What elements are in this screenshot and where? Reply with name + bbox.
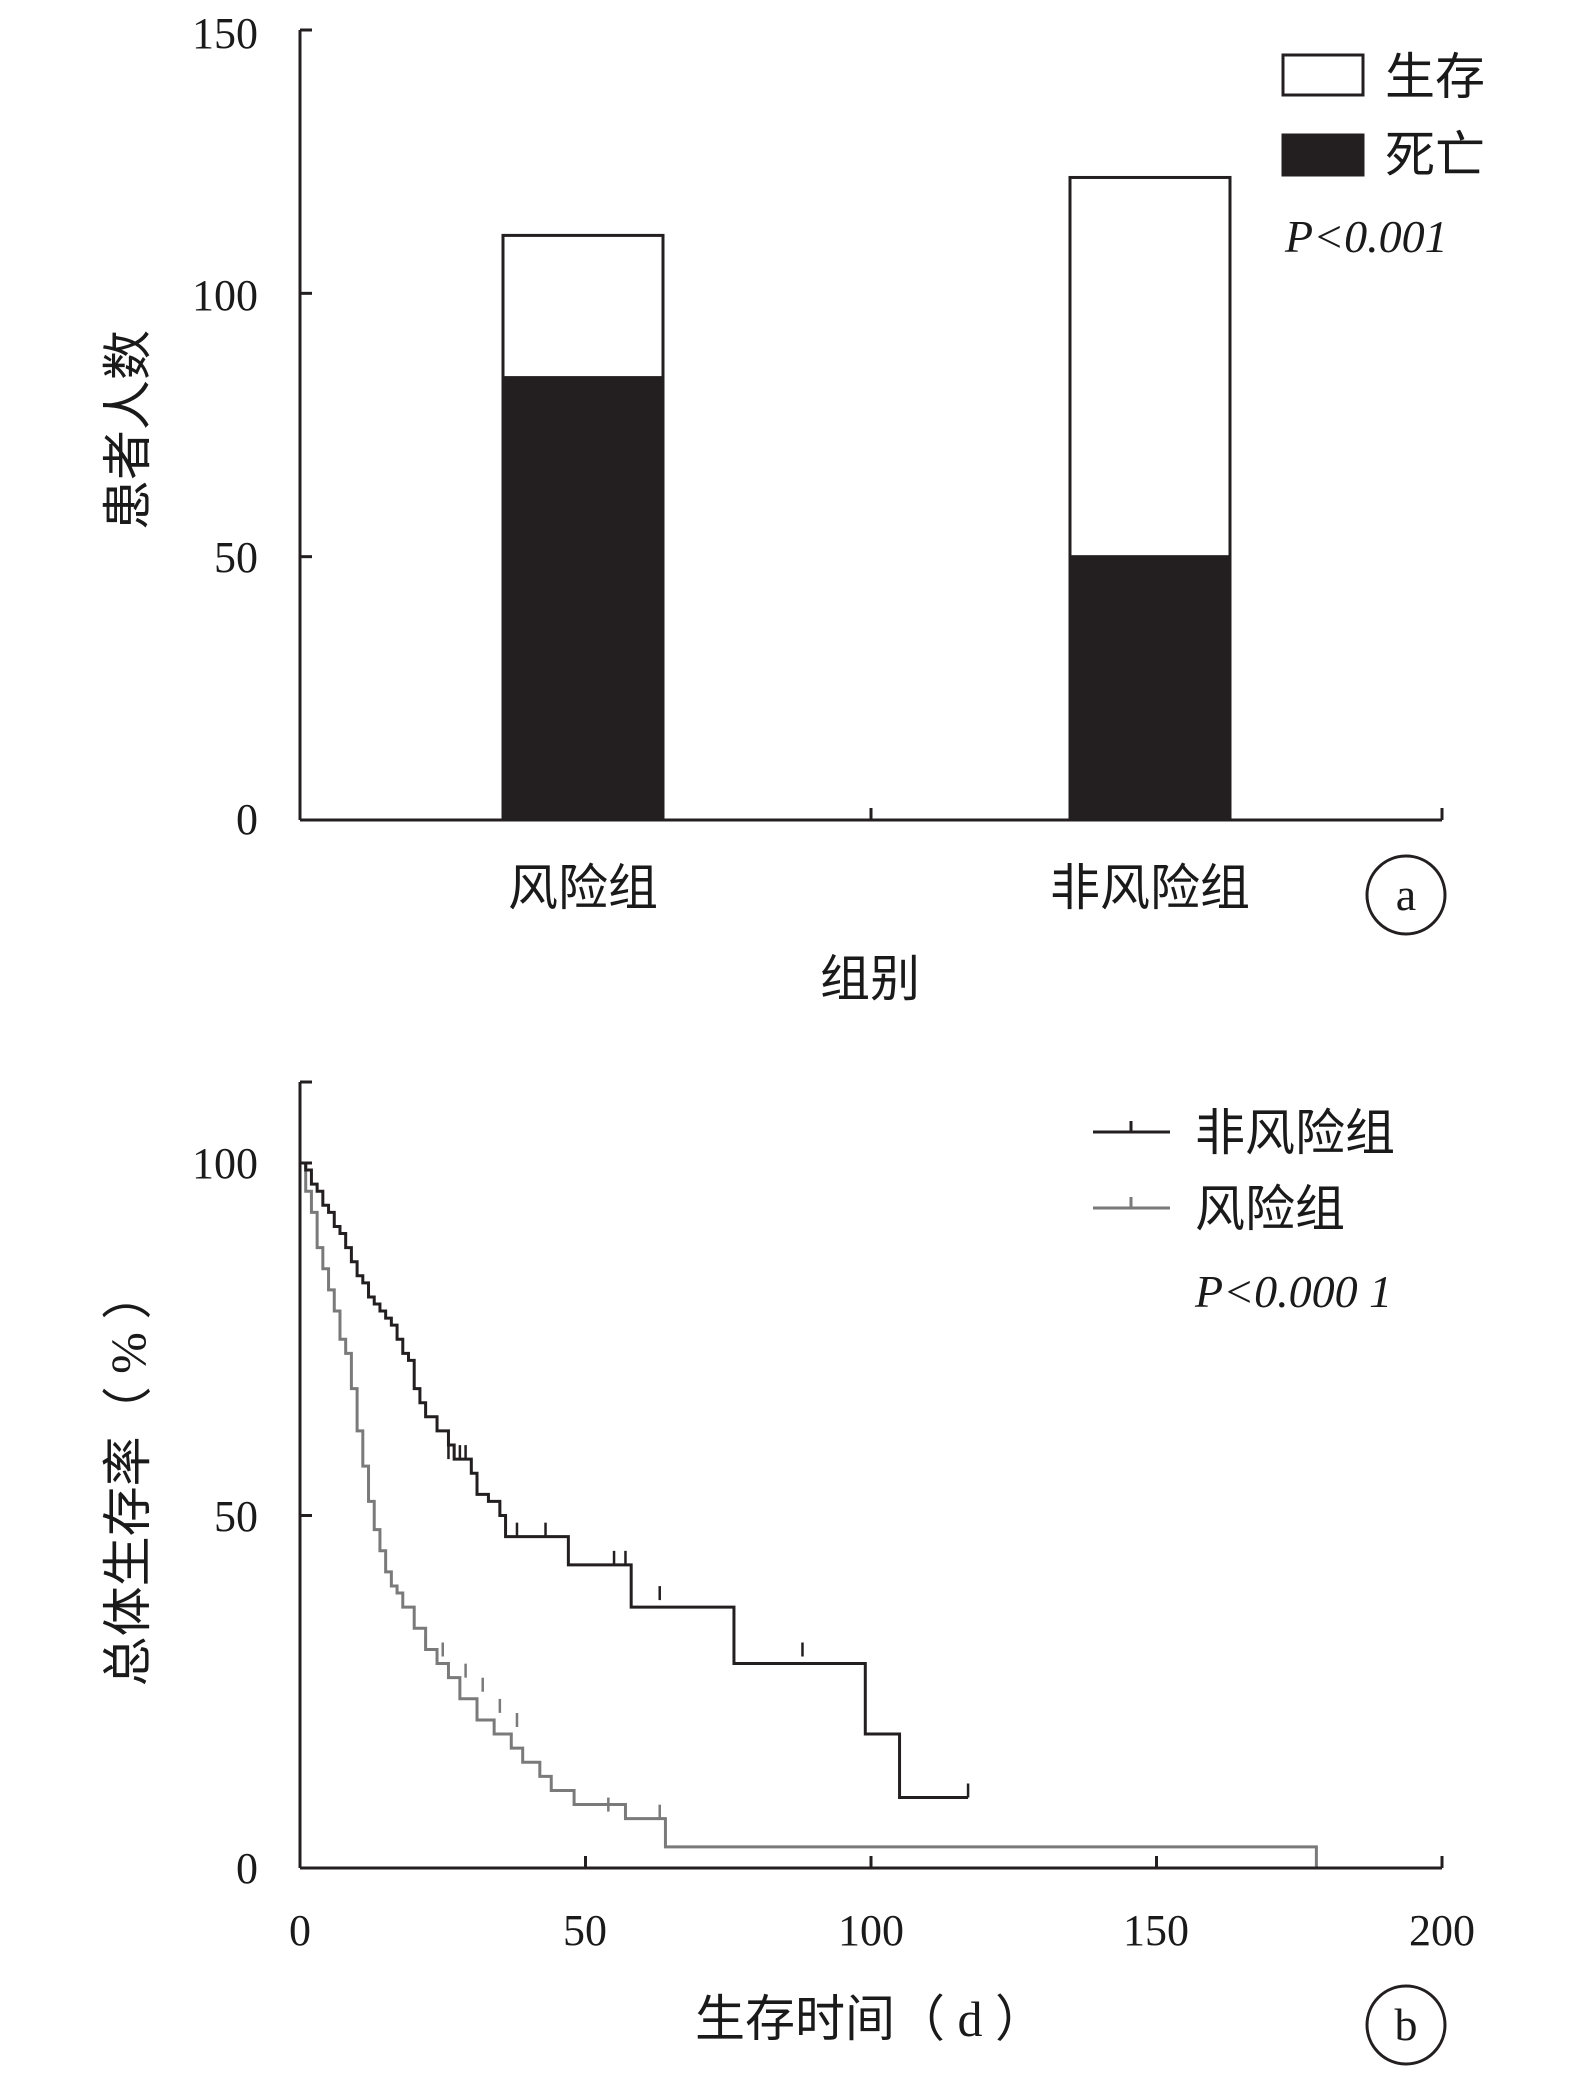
bar-group (501, 175, 1232, 822)
bar-segment (501, 233, 665, 380)
panel-label-circle (1365, 854, 1447, 936)
legend-swatch-death (1281, 133, 1365, 177)
tick-marks (298, 1080, 1444, 1870)
category-label: 风险组 (508, 860, 658, 916)
legend-label-non-risk: 非风险组 (1195, 1105, 1395, 1161)
y-tick-label: 150 (192, 9, 258, 58)
survival-curve-panel: 0 50 100 0 50 100 150 200 生存时间（ d ） 总体生存… (100, 1080, 1475, 2066)
p-value-annotation: P<0.000 1 (1194, 1266, 1392, 1317)
x-tick-label: 0 (289, 1906, 311, 1955)
y-tick-label: 100 (192, 1139, 258, 1188)
bar-segment (501, 376, 665, 822)
x-tick-label: 150 (1123, 1906, 1189, 1955)
bar-segment (1068, 175, 1232, 559)
p-value-annotation: P<0.001 (1284, 211, 1448, 262)
curve-group (300, 1161, 1318, 1868)
panel-label: b (1395, 1999, 1418, 2050)
y-tick-label: 100 (192, 271, 258, 320)
y-axis-title: 患者人数 (100, 330, 156, 530)
x-axis-title: 生存时间（ d ） (695, 1991, 1045, 2047)
y-tick-label: 50 (214, 533, 258, 582)
legend: 生存 死亡 (1281, 49, 1485, 183)
panel-label-circle (1365, 1984, 1447, 2066)
y-axis-title: 总体生存率（ % ） (100, 1270, 156, 1687)
x-tick-label: 200 (1409, 1906, 1475, 1955)
legend-label-death: 死亡 (1385, 127, 1485, 183)
tick-marks (300, 28, 1444, 822)
legend: 非风险组 风险组 (1093, 1105, 1395, 1237)
x-tick-label: 100 (838, 1906, 904, 1955)
y-tick-label: 50 (214, 1492, 258, 1541)
category-label: 非风险组 (1050, 860, 1250, 916)
x-tick-label: 50 (563, 1906, 607, 1955)
legend-label-survival: 生存 (1385, 49, 1485, 105)
legend-swatch-survival (1281, 53, 1365, 97)
y-tick-label: 0 (236, 1844, 258, 1893)
y-tick-label: 0 (236, 795, 258, 844)
survival-curve (300, 1161, 1318, 1868)
x-axis-title: 组别 (820, 951, 920, 1007)
bar-segment (1068, 555, 1232, 822)
panel-label: a (1396, 869, 1416, 920)
bar-chart-panel: 0 50 100 150 风险组 非风险组 组别 患者人数 生存 死亡 P<0.… (100, 9, 1485, 1007)
survival-curve (300, 1161, 969, 1799)
legend-label-risk: 风险组 (1195, 1181, 1345, 1237)
